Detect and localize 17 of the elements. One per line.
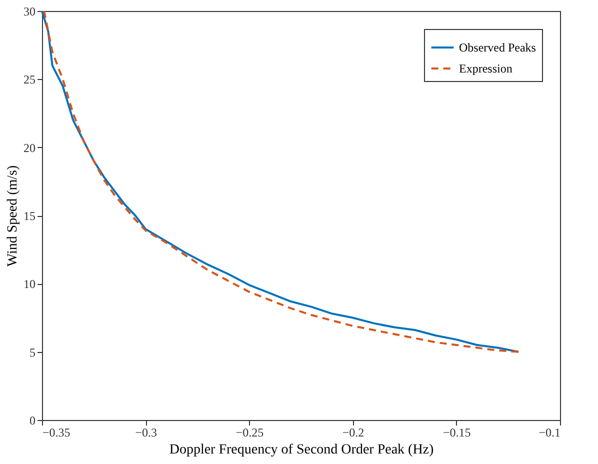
y-axis-title: Wind Speed (m/s) [6,165,20,267]
x-tick-label: −0.1 [538,426,560,440]
y-tick-label: 30 [24,4,36,18]
x-tick-label: −0.3 [135,426,157,440]
x-tick-label: −0.2 [342,426,364,440]
legend-label: Expression [459,62,512,76]
y-tick-label: 15 [24,209,36,223]
legend-label: Observed Peaks [459,40,536,54]
x-tick-label: −0.25 [236,426,264,440]
y-tick-label: 5 [30,345,36,360]
x-axis-title: Doppler Frequency of Second Order Peak (Hz) [169,442,434,458]
y-tick-label: 20 [24,140,36,155]
x-tick-label: −0.35 [42,426,70,440]
y-tick-label: 0 [30,414,36,428]
y-tick-label: 25 [24,72,36,87]
x-tick-label: −0.15 [443,426,471,440]
y-tick-label: 10 [24,277,36,292]
